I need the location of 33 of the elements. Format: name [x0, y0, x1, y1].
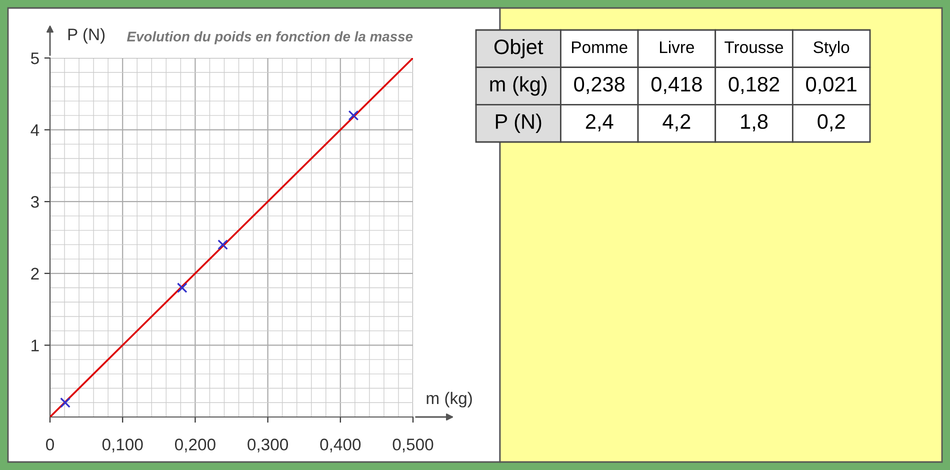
y-tick-label: 3: [30, 196, 39, 208]
text: 1,8: [741, 114, 768, 132]
y-tick-label: 4: [30, 124, 40, 136]
text: Stylo: [814, 40, 850, 56]
text: Pomme: [572, 42, 628, 54]
text: 0,021: [806, 76, 856, 94]
point: [176, 282, 188, 293]
x-tick-label: 0,300: [248, 438, 288, 452]
point: [218, 239, 228, 250]
text: 0,418: [651, 76, 702, 94]
y-tick-label: 2: [31, 268, 39, 280]
text: 0,238: [574, 76, 625, 94]
y-tick-label: 5: [30, 52, 39, 64]
x-axis-title: m (kg): [426, 392, 472, 408]
y-axis-title: P (N): [68, 28, 105, 44]
text: m (kg): [490, 76, 547, 96]
text: P (N): [496, 114, 542, 134]
point: [60, 397, 70, 408]
x-tick-label: 0,400: [320, 438, 361, 452]
x-tick-label: 0,100: [102, 438, 143, 452]
text: 2,4: [586, 114, 614, 132]
x-tick-label: 0,500: [392, 438, 434, 452]
point: [348, 110, 359, 121]
text: 4,2: [662, 114, 690, 132]
chart-title: Evolution du poids en fonction de la masse: [126, 31, 413, 44]
x-tick-label: 0: [46, 438, 54, 450]
text: 0,2: [818, 114, 845, 132]
text: Objet: [494, 38, 544, 58]
y-tick-label: 1: [32, 340, 39, 352]
text: Livre: [660, 40, 694, 54]
text: Trousse: [724, 42, 784, 54]
text: 0,182: [728, 76, 780, 94]
x-tick-label: 0,200: [175, 438, 216, 452]
